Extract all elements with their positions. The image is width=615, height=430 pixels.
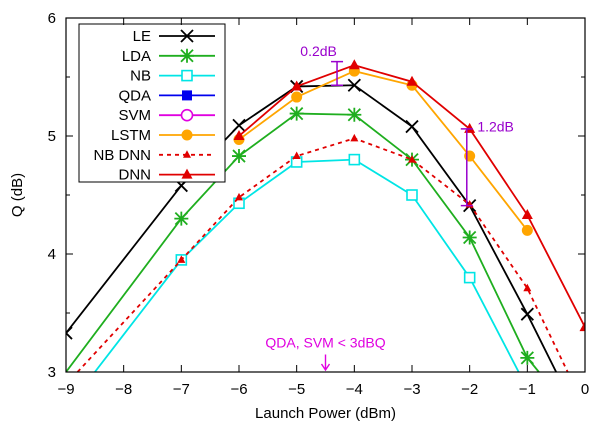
x-tick-label: −6 (230, 381, 247, 398)
legend-marker-svm (180, 108, 194, 122)
data-point-lda (347, 107, 362, 122)
legend-label-lda: LDA (122, 48, 151, 65)
data-point-nb (406, 189, 418, 201)
annotation-label-1: 0.2dB (300, 43, 337, 59)
data-point-dnn (521, 209, 533, 220)
legend-marker-lda (180, 48, 194, 63)
data-point-nb-dnn (235, 192, 243, 201)
data-point-nb (463, 271, 476, 284)
legend-marker-dnn (181, 168, 193, 179)
annotation-bracket-1 (331, 60, 344, 87)
data-point-le (232, 118, 246, 133)
data-point-dnn (579, 321, 585, 332)
y-tick-label: 6 (48, 10, 56, 27)
legend-label-svm: SVM (118, 107, 151, 124)
x-tick-label: −8 (115, 381, 132, 398)
series-nb-dnn (76, 133, 569, 372)
data-point-dnn (348, 59, 360, 70)
annotation-label-3: QDA, SVM < 3dBQ (265, 335, 385, 351)
x-tick-label: −7 (173, 381, 190, 398)
plot-area (66, 59, 585, 372)
legend: LE LDA NB QDA SVM LSTM NB DNN DNN (78, 23, 226, 184)
axes: −9 −8 −7 −6 −5 −4 −3 −2 −1 0 3 4 5 6 (48, 10, 590, 398)
x-tick-label: −9 (57, 381, 74, 398)
annotation-bracket-2 (460, 128, 473, 207)
legend-marker-qda (182, 90, 192, 101)
legend-label-dnn: DNN (119, 167, 152, 184)
data-point-lda (289, 106, 304, 121)
legend-marker-nb (181, 69, 193, 82)
data-point-lda (232, 149, 246, 164)
legend-label-lstm: LSTM (111, 127, 151, 144)
data-point-dnn (464, 122, 476, 133)
data-point-nb-dnn (177, 255, 186, 263)
data-point-nb (348, 153, 361, 166)
data-point-lda (174, 211, 189, 226)
legend-label-qda: QDA (118, 87, 151, 104)
chart-marks (66, 59, 585, 372)
y-tick-label: 5 (48, 128, 56, 145)
y-tick-label: 4 (48, 246, 56, 263)
x-tick-label: −3 (403, 381, 420, 398)
series-lstm (233, 65, 533, 236)
data-point-dnn (233, 130, 245, 140)
x-tick-label: −2 (461, 381, 478, 398)
legend-marker-lstm (181, 129, 193, 141)
data-point-lstm (464, 150, 476, 162)
legend-marker-nb-dnn (183, 150, 191, 158)
y-axis-label: Q (dB) (9, 173, 26, 217)
annotations: 0.2dB 1.2dB QDA, SVM < 3dBQ (265, 43, 514, 372)
x-tick-label: −1 (519, 381, 536, 398)
data-point-le (66, 326, 73, 340)
data-point-lda (520, 350, 535, 365)
annotation-arrow-3 (320, 354, 331, 372)
legend-label-nb: NB (130, 68, 151, 85)
data-point-nb-dnn (523, 283, 532, 292)
data-point-lda (462, 230, 477, 245)
series-line-nb (94, 158, 520, 372)
y-tick-label: 3 (48, 364, 56, 381)
data-point-nb-dnn (350, 133, 359, 142)
data-point-dnn (291, 80, 303, 91)
legend-label-nb-dnn: NB DNN (93, 147, 151, 164)
data-point-le (347, 78, 361, 92)
x-tick-label: −5 (288, 381, 305, 398)
annotation-label-2: 1.2dB (477, 119, 514, 135)
data-point-nb-dnn (292, 151, 301, 160)
legend-marker-le (180, 29, 194, 43)
data-point-nb-dnn (408, 155, 416, 163)
legend-label-le: LE (133, 28, 151, 45)
data-point-lstm (291, 91, 303, 103)
data-point-le (405, 119, 419, 134)
data-point-lstm (521, 224, 533, 236)
series-line-lstm (238, 70, 529, 231)
data-point-dnn (406, 75, 418, 86)
x-axis-label: Launch Power (dBm) (255, 405, 396, 422)
data-point-le (520, 307, 534, 321)
x-tick-label: −4 (346, 381, 363, 398)
x-tick-label: 0 (581, 381, 589, 398)
